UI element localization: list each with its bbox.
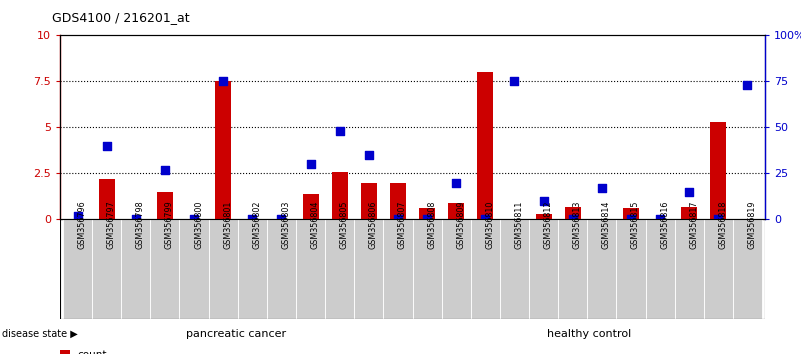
FancyBboxPatch shape: [208, 219, 238, 319]
FancyBboxPatch shape: [471, 219, 500, 319]
FancyBboxPatch shape: [529, 219, 558, 319]
FancyBboxPatch shape: [325, 219, 354, 319]
Point: [450, 180, 463, 185]
FancyBboxPatch shape: [121, 219, 151, 319]
Bar: [449, 203, 465, 219]
Text: GSM356806: GSM356806: [368, 200, 378, 249]
Text: GSM356803: GSM356803: [281, 200, 291, 249]
Text: GSM356812: GSM356812: [544, 200, 553, 249]
Bar: [710, 122, 727, 219]
Point: [130, 217, 143, 222]
Point: [246, 217, 259, 222]
Text: GSM356800: GSM356800: [194, 200, 203, 249]
Point: [304, 161, 317, 167]
FancyBboxPatch shape: [413, 219, 441, 319]
Text: GSM356804: GSM356804: [311, 200, 320, 249]
FancyBboxPatch shape: [587, 219, 617, 319]
Point: [712, 217, 725, 222]
Point: [654, 217, 666, 222]
Bar: [99, 179, 115, 219]
Point: [625, 217, 638, 222]
Text: GSM356819: GSM356819: [747, 200, 756, 249]
FancyBboxPatch shape: [441, 219, 471, 319]
Text: disease state ▶: disease state ▶: [2, 329, 78, 339]
FancyBboxPatch shape: [384, 219, 413, 319]
Text: GSM356814: GSM356814: [602, 200, 611, 249]
FancyBboxPatch shape: [354, 219, 384, 319]
FancyBboxPatch shape: [238, 219, 267, 319]
Bar: [390, 183, 406, 219]
Text: GSM356796: GSM356796: [78, 200, 87, 249]
Text: GSM356813: GSM356813: [573, 200, 582, 249]
Bar: [419, 209, 435, 219]
Text: GSM356810: GSM356810: [485, 200, 494, 249]
Bar: [332, 172, 348, 219]
Text: GSM356811: GSM356811: [514, 200, 524, 249]
Text: GSM356817: GSM356817: [689, 200, 698, 249]
Text: GSM356818: GSM356818: [718, 200, 727, 249]
Bar: [70, 218, 86, 219]
Point: [566, 217, 579, 222]
FancyBboxPatch shape: [617, 219, 646, 319]
Text: GSM356797: GSM356797: [107, 200, 115, 249]
Bar: [623, 209, 639, 219]
Bar: [681, 207, 697, 219]
Text: GSM356807: GSM356807: [398, 200, 407, 249]
Point: [392, 217, 405, 222]
Bar: [157, 192, 173, 219]
Text: GSM356808: GSM356808: [427, 200, 436, 249]
Text: count: count: [77, 350, 107, 354]
Point: [217, 79, 230, 84]
Text: GSM356799: GSM356799: [165, 200, 174, 249]
FancyBboxPatch shape: [646, 219, 674, 319]
Point: [71, 213, 84, 219]
Point: [421, 217, 433, 222]
Point: [100, 143, 113, 149]
FancyBboxPatch shape: [704, 219, 733, 319]
FancyBboxPatch shape: [500, 219, 529, 319]
FancyBboxPatch shape: [733, 219, 762, 319]
Bar: [303, 194, 319, 219]
Point: [682, 189, 695, 195]
Text: healthy control: healthy control: [546, 329, 631, 339]
Point: [275, 217, 288, 222]
Bar: [536, 214, 552, 219]
Point: [595, 185, 608, 191]
FancyBboxPatch shape: [558, 219, 587, 319]
Text: GSM356805: GSM356805: [340, 200, 348, 249]
Text: GSM356815: GSM356815: [631, 200, 640, 249]
FancyBboxPatch shape: [674, 219, 704, 319]
FancyBboxPatch shape: [296, 219, 325, 319]
Text: pancreatic cancer: pancreatic cancer: [186, 329, 286, 339]
Bar: [215, 81, 231, 219]
Text: GSM356801: GSM356801: [223, 200, 232, 249]
Text: GSM356798: GSM356798: [136, 200, 145, 249]
Bar: [360, 183, 376, 219]
FancyBboxPatch shape: [63, 219, 92, 319]
FancyBboxPatch shape: [92, 219, 121, 319]
Bar: [477, 72, 493, 219]
Point: [479, 217, 492, 222]
Text: GSM356809: GSM356809: [457, 200, 465, 249]
Point: [741, 82, 754, 88]
Point: [159, 167, 171, 173]
Text: GDS4100 / 216201_at: GDS4100 / 216201_at: [52, 11, 190, 24]
Text: GSM356816: GSM356816: [660, 200, 669, 249]
Point: [537, 198, 550, 204]
Bar: [565, 207, 581, 219]
Text: GSM356802: GSM356802: [252, 200, 261, 249]
Point: [362, 152, 375, 158]
Point: [187, 217, 200, 222]
Point: [508, 79, 521, 84]
FancyBboxPatch shape: [151, 219, 179, 319]
FancyBboxPatch shape: [179, 219, 208, 319]
FancyBboxPatch shape: [267, 219, 296, 319]
Point: [333, 128, 346, 134]
